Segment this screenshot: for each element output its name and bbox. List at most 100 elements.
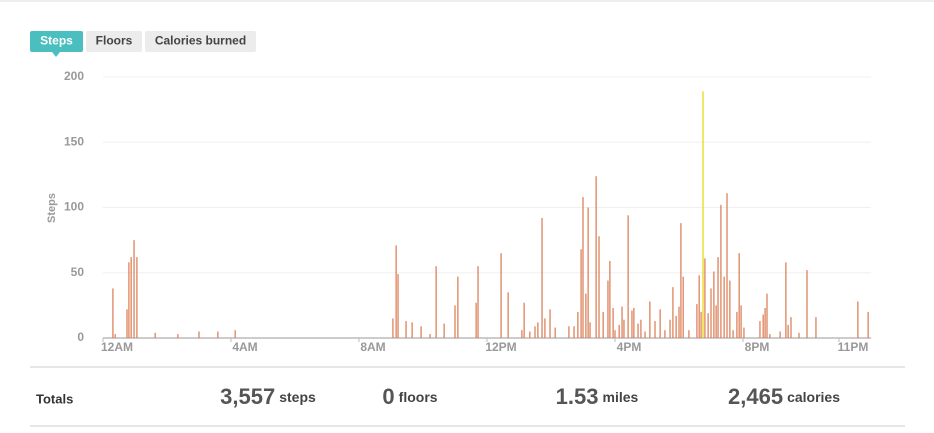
y-tick-label: 100 [64, 200, 84, 214]
bar [397, 274, 399, 338]
bar [554, 327, 556, 338]
bar [133, 240, 135, 338]
bar [688, 330, 690, 338]
x-tick-label: 12AM [101, 340, 133, 354]
total-unit: steps [279, 389, 316, 405]
tab[interactable]: Calories burned [155, 34, 246, 48]
bar [589, 322, 591, 338]
bar [395, 245, 397, 338]
total-unit: floors [399, 389, 438, 405]
tab-bg[interactable] [86, 31, 142, 52]
bar [779, 331, 781, 338]
bar [420, 326, 422, 338]
bar [621, 306, 623, 338]
bar [612, 307, 614, 338]
bar [130, 257, 132, 338]
bar [678, 306, 680, 338]
bar [507, 292, 509, 338]
x-tick-label: 4PM [617, 340, 642, 354]
bar [585, 293, 587, 338]
bar [738, 253, 740, 338]
bar [614, 330, 616, 338]
bar [696, 304, 698, 338]
bar [649, 301, 651, 338]
bar [534, 326, 536, 338]
bar [815, 317, 817, 338]
x-tick-label: 12PM [485, 340, 516, 354]
bar [521, 330, 523, 338]
total-unit: miles [603, 389, 639, 405]
bar [392, 318, 394, 338]
bar [607, 280, 609, 338]
bar [798, 332, 800, 338]
bar [640, 319, 642, 338]
x-tick-label: 11PM [838, 340, 869, 354]
tab-bg[interactable] [145, 31, 256, 52]
bar [644, 331, 646, 338]
bar [726, 193, 728, 338]
total-value: 3,557 [220, 384, 275, 409]
y-tick-label: 0 [77, 330, 84, 344]
tab[interactable]: Steps [40, 34, 73, 48]
bar [698, 275, 700, 338]
bar [675, 315, 677, 338]
bar [710, 288, 712, 338]
bar [717, 257, 719, 338]
bar [435, 266, 437, 338]
bar [454, 305, 456, 338]
bar [577, 311, 579, 338]
bar [672, 287, 674, 338]
bar [680, 223, 682, 338]
bar [704, 258, 706, 338]
bar [529, 331, 531, 338]
bar [128, 262, 130, 338]
bar [477, 266, 479, 338]
bar [806, 270, 808, 338]
bar [720, 204, 722, 338]
bar [867, 311, 869, 338]
bar [136, 257, 138, 338]
total-unit: calories [787, 389, 840, 405]
bar [627, 215, 629, 338]
bar [790, 317, 792, 338]
bar [544, 318, 546, 338]
bar [740, 305, 742, 338]
tab[interactable]: Floors [96, 34, 133, 48]
tabs: Steps Floors Calories burned [30, 31, 256, 57]
bar [743, 327, 745, 338]
bar [541, 217, 543, 338]
bar [429, 334, 431, 338]
bar [766, 293, 768, 338]
bar [787, 324, 789, 338]
bar [736, 311, 738, 338]
tab-active[interactable] [30, 31, 83, 52]
bar [732, 330, 734, 338]
x-tick-label: 8AM [360, 340, 385, 354]
bar [762, 314, 764, 338]
y-tick-label: 50 [71, 265, 85, 279]
bar [114, 334, 116, 338]
bar [723, 276, 725, 338]
bar [587, 207, 589, 338]
bar [602, 311, 604, 338]
bar [568, 326, 570, 338]
tab-pointer [52, 52, 60, 57]
bar [707, 313, 709, 338]
bar [700, 311, 702, 338]
bar [405, 321, 407, 338]
bar [659, 309, 661, 338]
plot: 0 50 100 150 200 12AM 4AM 8AM 12PM 4PM 8PM 11PM [64, 69, 871, 354]
bar [500, 253, 502, 338]
y-tick-label: 200 [64, 69, 84, 83]
bar [669, 319, 671, 338]
bar [713, 271, 715, 338]
y-axis-label: Steps [46, 193, 58, 223]
bar [769, 334, 771, 338]
bar [764, 307, 766, 338]
bar [702, 91, 704, 338]
bar [631, 310, 633, 338]
bar [126, 309, 128, 338]
bar [217, 331, 219, 338]
bar [785, 262, 787, 338]
